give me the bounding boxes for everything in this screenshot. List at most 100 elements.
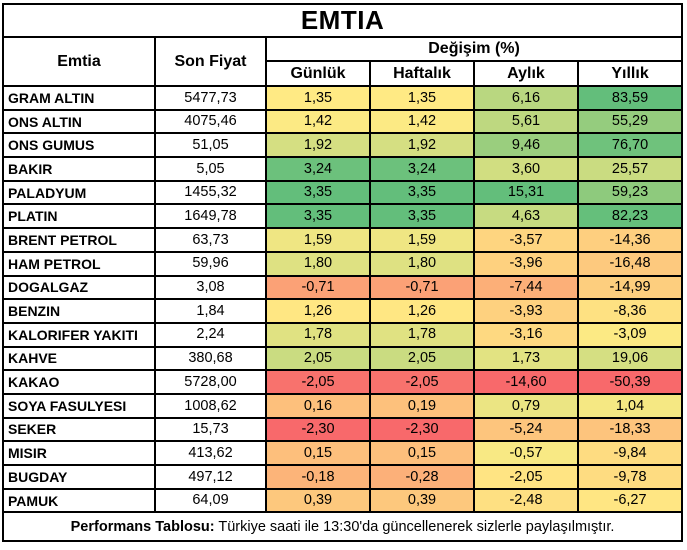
change-value-cell: 0,39 bbox=[265, 487, 371, 514]
table-row: KAHVE 380,68 2,05 2,05 1,73 19,06 bbox=[2, 345, 684, 372]
change-value-cell: 3,35 bbox=[369, 179, 475, 206]
change-value-cell: 83,59 bbox=[576, 85, 684, 111]
change-value-cell: 1,59 bbox=[265, 227, 371, 253]
change-value-cell: -3,96 bbox=[473, 250, 579, 277]
change-value-cell: 0,79 bbox=[473, 392, 579, 419]
change-value-cell: 1,80 bbox=[369, 250, 475, 277]
change-value-cell: -2,30 bbox=[265, 416, 371, 443]
change-value-cell: 0,39 bbox=[369, 487, 475, 514]
commodity-name-cell: ONS GUMUS bbox=[2, 132, 156, 159]
change-value-cell: 59,23 bbox=[576, 179, 684, 206]
change-value-cell: 1,42 bbox=[265, 108, 371, 135]
col-header-commodity: Emtia bbox=[2, 36, 156, 87]
last-price-cell: 59,96 bbox=[154, 250, 267, 277]
change-value-cell: 55,29 bbox=[576, 108, 684, 135]
last-price-cell: 1455,32 bbox=[154, 179, 267, 206]
table-row: ONS ALTIN 4075,46 1,42 1,42 5,61 55,29 bbox=[2, 108, 684, 135]
table-row: BENZIN 1,84 1,26 1,26 -3,93 -8,36 bbox=[2, 298, 684, 324]
change-value-cell: -3,16 bbox=[473, 321, 579, 348]
change-value-cell: -9,84 bbox=[576, 440, 684, 466]
last-price-cell: 2,24 bbox=[154, 321, 267, 348]
commodity-name-cell: MISIR bbox=[2, 440, 156, 466]
change-value-cell: 1,78 bbox=[265, 321, 371, 348]
change-value-cell: 0,15 bbox=[369, 440, 475, 466]
table-row: PALADYUM 1455,32 3,35 3,35 15,31 59,23 bbox=[2, 179, 684, 206]
change-value-cell: -3,93 bbox=[473, 298, 579, 324]
change-value-cell: 3,35 bbox=[265, 179, 371, 206]
last-price-cell: 64,09 bbox=[154, 487, 267, 514]
change-value-cell: 1,78 bbox=[369, 321, 475, 348]
last-price-cell: 5477,73 bbox=[154, 85, 267, 111]
table-body: GRAM ALTIN 5477,73 1,35 1,35 6,16 83,59 ONS AL… bbox=[2, 85, 684, 514]
last-price-cell: 63,73 bbox=[154, 227, 267, 253]
change-value-cell: 25,57 bbox=[576, 156, 684, 182]
change-value-cell: 0,15 bbox=[265, 440, 371, 466]
change-value-cell: 2,05 bbox=[369, 345, 475, 372]
change-value-cell: 1,73 bbox=[473, 345, 579, 372]
table-row: BAKIR 5,05 3,24 3,24 3,60 25,57 bbox=[2, 156, 684, 182]
title-row: EMTIA bbox=[1, 3, 684, 38]
change-value-cell: -2,05 bbox=[473, 464, 579, 490]
change-value-cell: -8,36 bbox=[576, 298, 684, 324]
change-value-cell: 1,80 bbox=[265, 250, 371, 277]
commodity-name-cell: BENZIN bbox=[2, 298, 156, 324]
change-value-cell: 3,24 bbox=[265, 156, 371, 182]
change-value-cell: -14,36 bbox=[576, 227, 684, 253]
change-value-cell: -3,57 bbox=[473, 227, 579, 253]
change-value-cell: 1,92 bbox=[265, 132, 371, 159]
change-value-cell: 0,19 bbox=[369, 392, 475, 419]
change-value-cell: -6,27 bbox=[576, 487, 684, 514]
change-value-cell: -2,48 bbox=[473, 487, 579, 514]
table-row: PAMUK 64,09 0,39 0,39 -2,48 -6,27 bbox=[2, 487, 684, 514]
change-value-cell: 3,24 bbox=[369, 156, 475, 182]
table-row: SOYA FASULYESI 1008,62 0,16 0,19 0,79 1,04 bbox=[2, 392, 684, 419]
change-value-cell: 1,42 bbox=[369, 108, 475, 135]
last-price-cell: 1649,78 bbox=[154, 203, 267, 230]
change-value-cell: 1,35 bbox=[265, 85, 371, 111]
last-price-cell: 1008,62 bbox=[154, 392, 267, 419]
change-value-cell: 1,92 bbox=[369, 132, 475, 159]
table-row: GRAM ALTIN 5477,73 1,35 1,35 6,16 83,59 bbox=[2, 85, 684, 111]
footer-note-label: Performans Tablosu: bbox=[70, 518, 215, 535]
change-value-cell: -5,24 bbox=[473, 416, 579, 443]
change-value-cell: 4,63 bbox=[473, 203, 579, 230]
table-title: EMTIA bbox=[1, 3, 684, 38]
change-value-cell: 76,70 bbox=[576, 132, 684, 159]
change-value-cell: 6,16 bbox=[473, 85, 579, 111]
change-value-cell: 1,35 bbox=[369, 85, 475, 111]
change-value-cell: -9,78 bbox=[576, 464, 684, 490]
change-value-cell: 1,04 bbox=[576, 392, 684, 419]
change-value-cell: 5,61 bbox=[473, 108, 579, 135]
col-header-weekly: Haftalık bbox=[369, 60, 475, 87]
table-row: PLATIN 1649,78 3,35 3,35 4,63 82,23 bbox=[2, 203, 684, 230]
col-header-monthly: Aylık bbox=[473, 60, 579, 87]
last-price-cell: 15,73 bbox=[154, 416, 267, 443]
change-value-cell: -0,71 bbox=[369, 274, 475, 301]
change-value-cell: 19,06 bbox=[576, 345, 684, 372]
table-row: KALORIFER YAKITI 2,24 1,78 1,78 -3,16 -3,09 bbox=[2, 321, 684, 348]
commodity-name-cell: SEKER bbox=[2, 416, 156, 443]
change-value-cell: 15,31 bbox=[473, 179, 579, 206]
commodity-name-cell: SOYA FASULYESI bbox=[2, 392, 156, 419]
commodity-table: EMTIA Emtia Son Fiyat Değişim (%) Günlük… bbox=[1, 3, 684, 543]
table-row: HAM PETROL 59,96 1,80 1,80 -3,96 -16,48 bbox=[2, 250, 684, 277]
change-value-cell: -2,05 bbox=[369, 369, 475, 395]
change-value-cell: 1,26 bbox=[369, 298, 475, 324]
change-value-cell: -0,28 bbox=[369, 464, 475, 490]
table-row: KAKAO 5728,00 -2,05 -2,05 -14,60 -50,39 bbox=[2, 369, 684, 395]
table-row: BUGDAY 497,12 -0,18 -0,28 -2,05 -9,78 bbox=[2, 464, 684, 490]
last-price-cell: 413,62 bbox=[154, 440, 267, 466]
change-value-cell: 9,46 bbox=[473, 132, 579, 159]
change-value-cell: 2,05 bbox=[265, 345, 371, 372]
commodity-name-cell: HAM PETROL bbox=[2, 250, 156, 277]
change-value-cell: -2,30 bbox=[369, 416, 475, 443]
change-value-cell: 3,60 bbox=[473, 156, 579, 182]
change-value-cell: -14,99 bbox=[576, 274, 684, 301]
change-value-cell: -3,09 bbox=[576, 321, 684, 348]
commodity-name-cell: BUGDAY bbox=[2, 464, 156, 490]
last-price-cell: 1,84 bbox=[154, 298, 267, 324]
change-value-cell: -50,39 bbox=[576, 369, 684, 395]
change-value-cell: 1,59 bbox=[369, 227, 475, 253]
commodity-name-cell: BAKIR bbox=[2, 156, 156, 182]
commodity-name-cell: PLATIN bbox=[2, 203, 156, 230]
